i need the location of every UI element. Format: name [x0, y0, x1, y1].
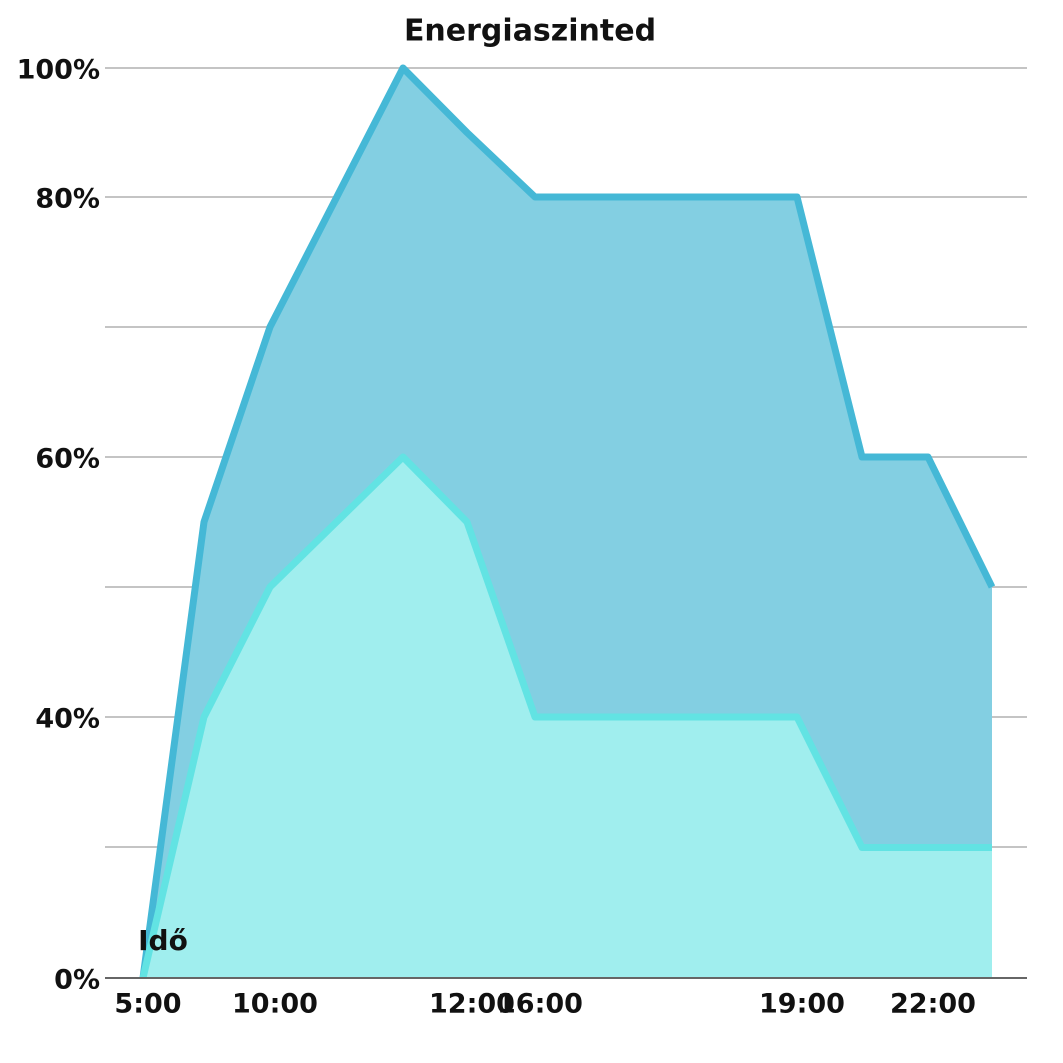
x-tick-label: 5:00 [114, 989, 181, 1020]
x-tick-label: 22:00 [890, 989, 976, 1020]
area-line [139, 453, 992, 979]
y-tick-label: 80% [35, 184, 100, 215]
y-tick-label: 40% [35, 704, 100, 735]
x-tick-label: 12:00 [429, 989, 515, 1020]
chart-title: Energiaszinted [404, 14, 656, 49]
x-tick-label: 16:00 [497, 989, 583, 1020]
x-tick-label: 10:00 [232, 989, 318, 1020]
y-tick-label: 100% [17, 55, 100, 86]
y-tick-label: 0% [54, 965, 100, 996]
area-line [139, 64, 996, 979]
x-tick-label: 19:00 [759, 989, 845, 1020]
x-axis-label: Idő [138, 924, 188, 957]
y-tick-label: 60% [35, 444, 100, 475]
